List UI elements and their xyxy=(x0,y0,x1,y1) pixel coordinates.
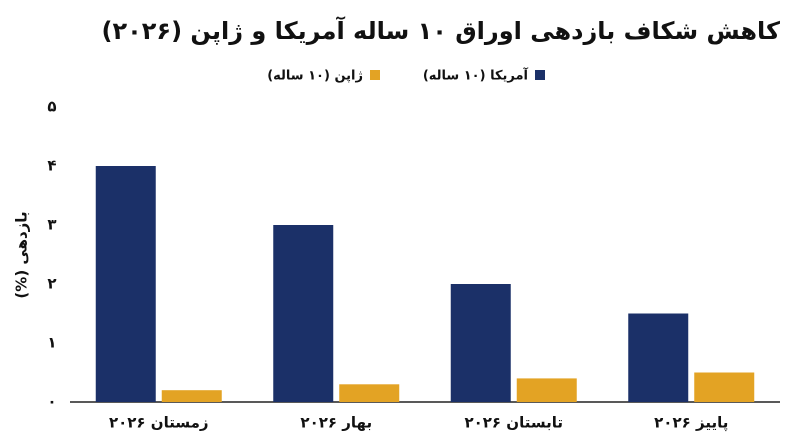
bar xyxy=(450,284,511,402)
bar xyxy=(161,390,222,402)
y-tick-label: ۰ xyxy=(47,393,56,411)
y-tick-label: ۲ xyxy=(47,275,56,293)
y-axis-label: بازدهی (%) xyxy=(13,211,31,298)
x-tick-label: پاییز ۲۰۲۶ xyxy=(654,414,728,433)
x-tick-label: زمستان ۲۰۲۶ xyxy=(109,414,209,432)
bar xyxy=(628,313,689,402)
y-tick-label: ۱ xyxy=(47,334,56,352)
bar xyxy=(95,166,156,402)
y-tick-label: ۵ xyxy=(47,98,56,116)
chart-title: کاهش شکاف بازدهی اوراق ۱۰ ساله آمریکا و … xyxy=(102,16,781,45)
legend-marker xyxy=(370,70,380,80)
x-tick-label: بهار ۲۰۲۶ xyxy=(300,414,372,432)
x-tick-label: تابستان ۲۰۲۶ xyxy=(464,414,563,432)
bar xyxy=(694,372,755,402)
legend-marker xyxy=(535,70,545,80)
bar xyxy=(339,384,400,402)
bar xyxy=(273,225,334,402)
legend-label: آمریکا (۱۰ ساله) xyxy=(423,67,529,84)
y-tick-label: ۴ xyxy=(47,157,56,175)
y-tick-label: ۳ xyxy=(47,216,56,234)
bar xyxy=(516,378,577,402)
legend-label: ژاپن (۱۰ ساله) xyxy=(267,69,363,84)
